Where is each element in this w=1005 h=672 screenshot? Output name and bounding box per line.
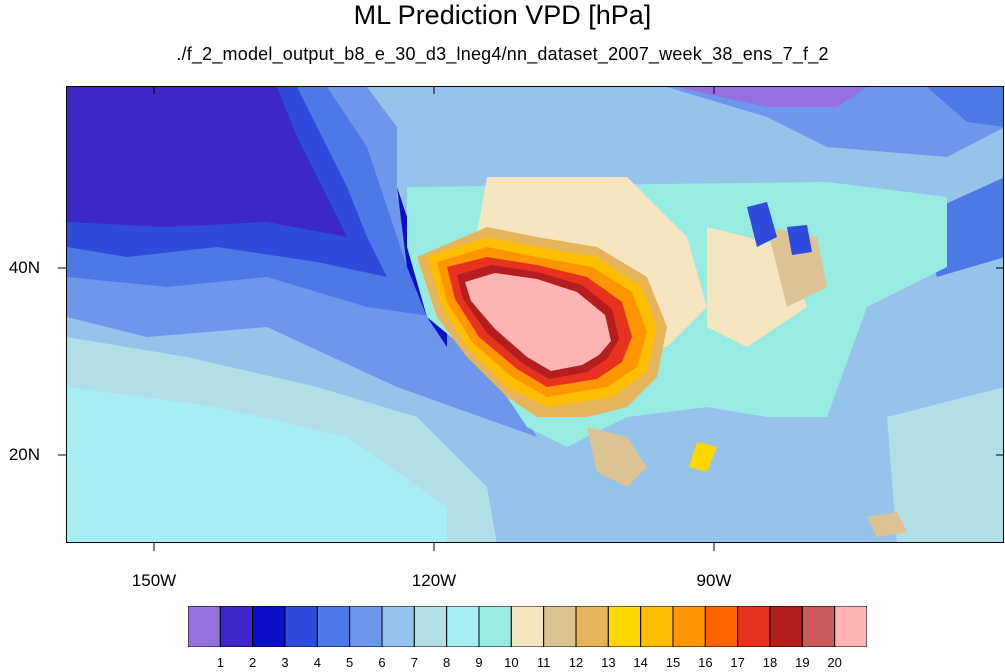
colorbar-swatch [478, 606, 512, 647]
lat-label-20n: 20N [8, 445, 40, 464]
colorbar-swatch [252, 606, 286, 647]
map-panel [66, 86, 1004, 543]
colorbar-label: 10 [504, 655, 519, 670]
colorbar-label: 15 [665, 655, 681, 670]
colorbar-label: 3 [281, 655, 289, 670]
colorbar-swatch [543, 606, 577, 647]
colorbar-swatch [575, 606, 609, 647]
colorbar-swatch [704, 606, 739, 647]
colorbar-swatch [381, 606, 415, 647]
colorbar-swatch [737, 606, 771, 647]
colorbar-swatch [834, 606, 867, 647]
lon-label-90w: 90W [696, 571, 732, 590]
colorbar-label: 8 [443, 655, 451, 670]
colorbar-label: 7 [410, 655, 418, 670]
colorbar-label: 13 [601, 655, 616, 670]
colorbar-swatch [801, 606, 836, 647]
colorbar-label: 14 [633, 655, 648, 670]
colorbar-swatch [349, 606, 383, 647]
colorbar-label: 16 [698, 655, 713, 670]
colorbar-swatch [188, 606, 221, 647]
colorbar-swatch [607, 606, 642, 647]
colorbar-swatch [640, 606, 674, 647]
colorbar-label: 9 [475, 655, 483, 670]
colorbar [188, 606, 867, 647]
colorbar-label: 11 [536, 655, 551, 670]
colorbar-label: 20 [827, 655, 842, 670]
colorbar-labels: 1 2 3 4 5 6 7 8 9 10 11 12 13 14 15 16 17 18 19 20 [0, 656, 1005, 672]
colorbar-label: 5 [346, 655, 354, 670]
lat-label-40n: 40N [8, 258, 40, 277]
colorbar-label: 18 [762, 655, 778, 670]
colorbar-swatch [769, 606, 803, 647]
colorbar-label: 17 [730, 655, 745, 670]
lon-label-150w: 150W [131, 571, 177, 590]
vpd-field-map [67, 87, 1003, 542]
colorbar-label: 6 [378, 655, 386, 670]
map-subtitle: ./f_2_model_output_b8_e_30_d3_lneg4/nn_d… [176, 44, 829, 64]
colorbar-swatch [413, 606, 448, 647]
colorbar-label: 1 [216, 655, 224, 670]
colorbar-swatch [219, 606, 254, 647]
colorbar-label: 2 [249, 655, 257, 670]
colorbar-swatch [316, 606, 351, 647]
lon-label-120w: 120W [411, 571, 457, 590]
map-title: ML Prediction VPD [hPa] [353, 0, 652, 30]
colorbar-label: 12 [568, 655, 584, 670]
colorbar-swatch [284, 606, 318, 647]
colorbar-label: 4 [313, 655, 321, 670]
colorbar-swatch [446, 606, 480, 647]
colorbar-swatch [510, 606, 545, 647]
colorbar-swatch [672, 606, 706, 647]
colorbar-label: 19 [795, 655, 810, 670]
